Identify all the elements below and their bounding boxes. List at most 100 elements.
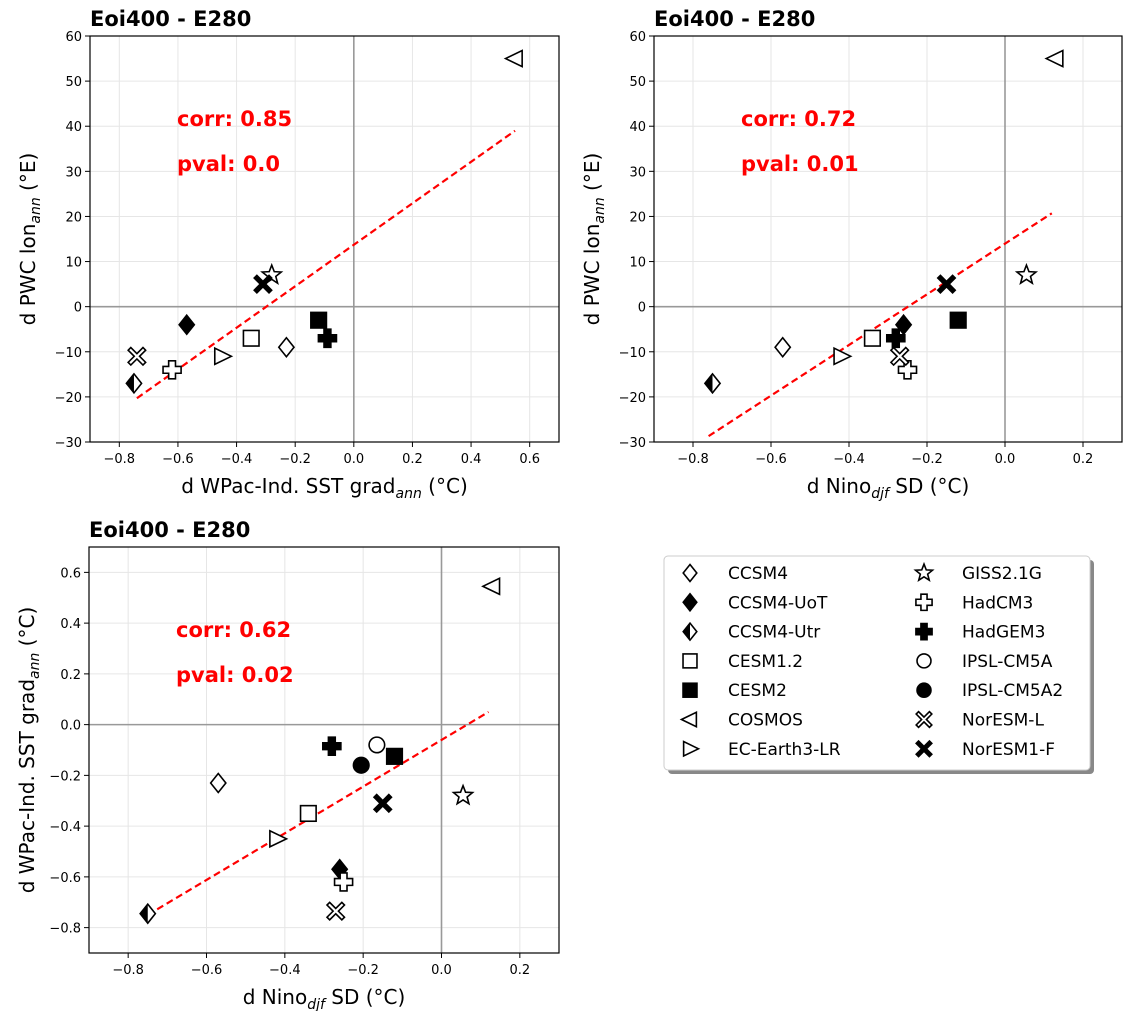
x-tick-label: −0.2 xyxy=(347,963,379,978)
data-points xyxy=(139,576,501,925)
pvalue-label: pval: 0.0 xyxy=(177,152,280,176)
data-points xyxy=(703,49,1064,395)
legend-label: NorESM-L xyxy=(962,711,1044,731)
point-hadgem3 xyxy=(317,328,338,349)
point-ipsl-cm5a xyxy=(368,736,386,754)
y-tick-label: 0.0 xyxy=(60,719,81,734)
y-tick-label: −10 xyxy=(619,346,646,361)
x-tick-label: −0.6 xyxy=(162,452,194,467)
y-tick-label: 20 xyxy=(65,210,82,225)
legend-item-cesm2: CESM2 xyxy=(682,681,787,701)
legend-label: COSMOS xyxy=(728,711,803,731)
legend-marker xyxy=(682,682,698,698)
y-tick-label: −0.8 xyxy=(49,922,81,937)
x-tick-label: 0.4 xyxy=(461,452,482,467)
correlation-label: corr: 0.72 xyxy=(741,107,856,131)
x-tick-label: −0.8 xyxy=(112,963,144,978)
y-tick-label: 40 xyxy=(65,120,82,135)
x-tick-label: −0.2 xyxy=(279,452,311,467)
y-tick-label: 40 xyxy=(629,120,646,135)
x-tick-label: 0.2 xyxy=(509,963,530,978)
x-tick-label: −0.2 xyxy=(911,452,943,467)
point-hadcm3 xyxy=(162,359,182,380)
x-axis-label: d Ninodjf SD (°C) xyxy=(807,474,970,502)
legend-label: CCSM4-UoT xyxy=(728,593,828,613)
point-ccsm4 xyxy=(774,336,792,359)
y-tick-label: 0.2 xyxy=(60,668,81,683)
point-ccsm4 xyxy=(209,772,227,794)
regression-line xyxy=(708,212,1053,438)
x-tick-label: −0.4 xyxy=(833,452,865,467)
legend-label: IPSL-CM5A2 xyxy=(962,681,1063,701)
point-ccsm4-utr xyxy=(125,372,143,395)
y-tick-label: 0 xyxy=(638,301,646,316)
y-tick-label: 60 xyxy=(65,30,82,45)
grid xyxy=(89,547,559,953)
x-tick-label: −0.8 xyxy=(104,452,136,467)
point-giss2-1g xyxy=(451,783,475,806)
grid xyxy=(654,35,1122,443)
legend-label: CCSM4-Utr xyxy=(728,623,820,643)
y-tick-label: −20 xyxy=(619,391,646,406)
legend-item-giss2-1g: GISS2.1G xyxy=(913,561,1042,584)
point-cesm1-2 xyxy=(242,329,260,347)
point-noresm1-f xyxy=(936,274,957,294)
point-cesm1-2 xyxy=(863,329,881,347)
y-axis-label: d PWC lonann (°E) xyxy=(580,153,608,326)
legend-item-ec-earth3-lr: EC-Earth3-LR xyxy=(682,740,841,760)
point-cesm2 xyxy=(310,311,328,329)
pvalue-label: pval: 0.02 xyxy=(176,663,294,687)
plot-frame xyxy=(89,35,560,443)
panel-1: −0.8 −0.6 −0.4 −0.2 0.0 0.2 0.4 0.6 −30 −20 −10 0 10… xyxy=(16,7,560,502)
y-tick-label: 50 xyxy=(65,75,82,90)
point-ipsl-cm5a2 xyxy=(352,756,370,774)
legend-item-ccsm4: CCSM4 xyxy=(682,563,788,584)
legend-label: EC-Earth3-LR xyxy=(728,740,841,760)
x-tick-label: 0.0 xyxy=(431,963,452,978)
legend-label: CESM1.2 xyxy=(728,652,803,672)
legend-marker xyxy=(916,682,932,698)
pvalue-label: pval: 0.01 xyxy=(741,152,859,176)
legend-item-noresm-l: NorESM-L xyxy=(915,711,1044,731)
legend-label: HadCM3 xyxy=(962,593,1033,613)
legend: CCSM4 CCSM4-UoT CCSM4-Utr CESM1.2 CESM2 COSMO… xyxy=(663,555,1094,774)
legend-marker xyxy=(915,622,933,641)
legend-item-ipsl-cm5a: IPSL-CM5A xyxy=(916,652,1053,672)
point-giss2-1g xyxy=(1014,262,1039,285)
panel-3: −0.8 −0.6 −0.4 −0.2 0.0 0.2 −0.8 −0.6 −0.4 −0.2 0.… xyxy=(15,518,560,1011)
point-cosmos xyxy=(481,576,501,596)
point-cesm2 xyxy=(949,311,967,329)
x-tick-label: −0.6 xyxy=(755,452,787,467)
chart-title: Eoi400 - E280 xyxy=(89,518,250,542)
x-tick-label: −0.6 xyxy=(191,963,223,978)
x-tick-label: −0.4 xyxy=(221,452,253,467)
x-axis-label: d WPac-Ind. SST gradann (°C) xyxy=(181,474,468,502)
point-noresm-l xyxy=(127,346,147,367)
legend-marker xyxy=(915,739,933,758)
plot-frame xyxy=(653,35,1123,443)
legend-label: NorESM1-F xyxy=(962,740,1055,760)
legend-marker xyxy=(682,592,698,613)
y-tick-label: 10 xyxy=(629,256,646,271)
legend-label: CCSM4 xyxy=(728,564,788,584)
point-noresm-l xyxy=(325,901,346,922)
legend-marker xyxy=(913,561,935,583)
x-tick-label: 0.2 xyxy=(402,452,423,467)
legend-item-cosmos: COSMOS xyxy=(679,711,803,731)
legend-marker xyxy=(682,740,701,758)
point-cosmos xyxy=(503,49,523,68)
point-hadcm3 xyxy=(897,359,918,380)
data-points xyxy=(125,49,523,395)
y-tick-label: 60 xyxy=(629,30,646,45)
legend-item-cesm1-2: CESM1.2 xyxy=(682,652,803,672)
point-hadgem3 xyxy=(885,328,906,349)
legend-label: IPSL-CM5A xyxy=(962,652,1053,672)
y-tick-label: −0.6 xyxy=(49,871,81,886)
legend-label: CESM2 xyxy=(728,681,787,701)
legend-item-noresm1-f: NorESM1-F xyxy=(915,739,1055,760)
legend-marker xyxy=(682,621,698,642)
legend-item-ccsm4-uot: CCSM4-UoT xyxy=(682,592,828,613)
point-noresm1-f xyxy=(253,274,273,294)
point-cesm2 xyxy=(385,747,404,765)
